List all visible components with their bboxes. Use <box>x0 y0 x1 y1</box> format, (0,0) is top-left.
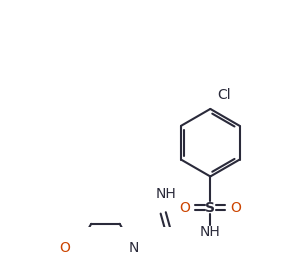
Text: NH: NH <box>156 187 176 201</box>
Text: NH: NH <box>200 226 221 240</box>
Text: O: O <box>59 242 70 254</box>
Text: N: N <box>129 242 139 254</box>
Text: O: O <box>179 201 190 215</box>
Text: Cl: Cl <box>218 88 231 102</box>
Text: O: O <box>231 201 242 215</box>
Text: S: S <box>205 201 215 215</box>
